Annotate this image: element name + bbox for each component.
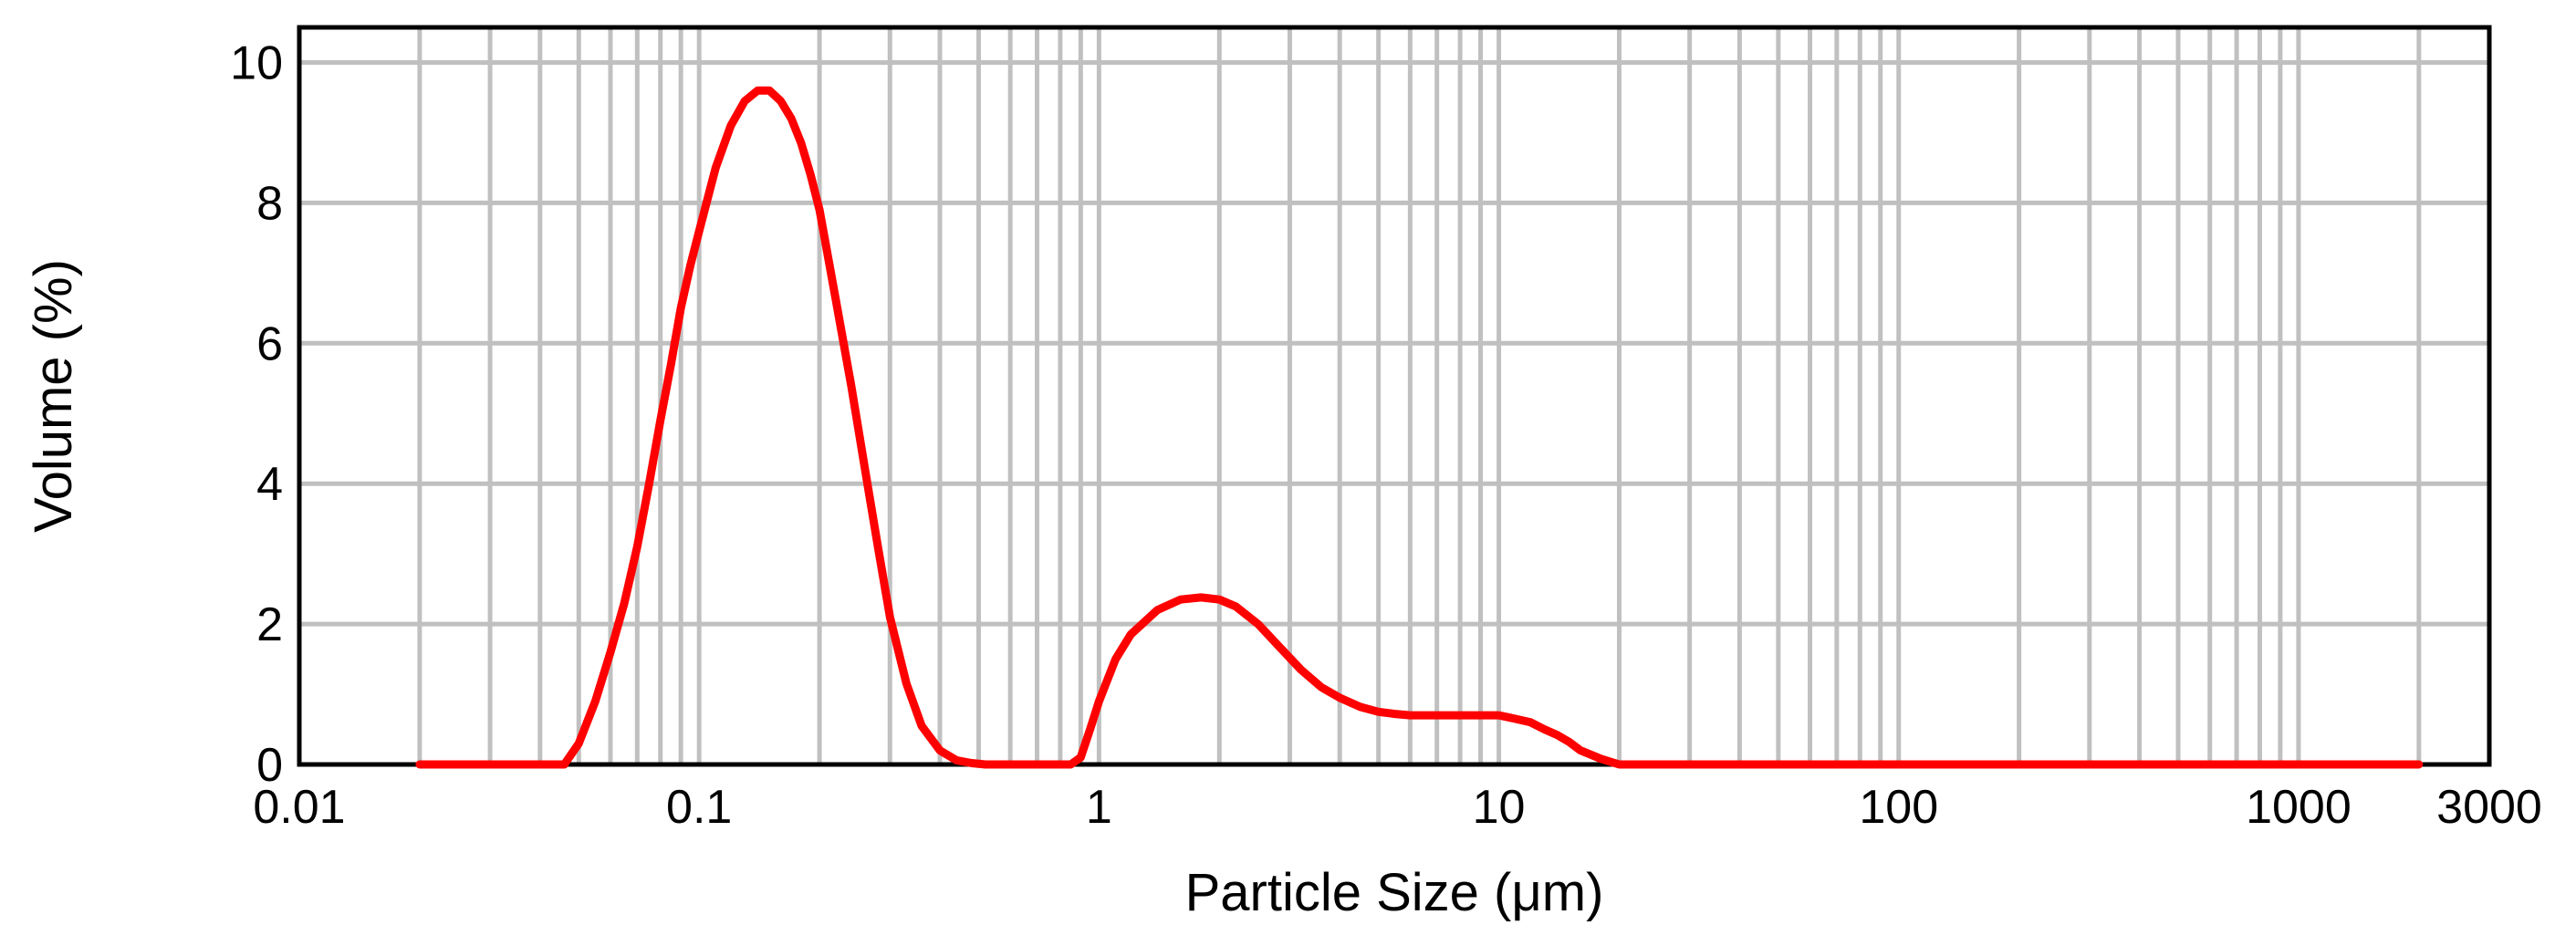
grid-lines	[299, 27, 2489, 764]
y-tick-labels: 0 2 4 6 8 10	[230, 36, 283, 792]
y-tick-label: 4	[256, 458, 283, 511]
x-tick-label: 0.01	[253, 781, 345, 834]
y-tick-label: 10	[230, 36, 283, 89]
x-axis-title: Particle Size (μm)	[1185, 863, 1604, 922]
x-tick-label: 1000	[2246, 781, 2352, 834]
x-tick-label: 10	[1473, 781, 1526, 834]
x-tick-label: 0.1	[666, 781, 732, 834]
y-tick-label: 8	[256, 177, 283, 230]
x-tick-label: 100	[1859, 781, 1938, 834]
x-tick-labels: 0.01 0.1 1 10 100 1000 3000	[253, 781, 2541, 834]
plot-frame	[297, 25, 2492, 767]
volume-distribution-line	[415, 86, 2424, 769]
y-axis-title: Volume (%)	[24, 259, 83, 533]
x-tick-label: 3000	[2436, 781, 2542, 834]
y-tick-label: 2	[256, 598, 283, 651]
y-tick-label: 6	[256, 317, 283, 370]
x-tick-label: 1	[1086, 781, 1112, 834]
y-tick-label: 0	[256, 739, 283, 792]
